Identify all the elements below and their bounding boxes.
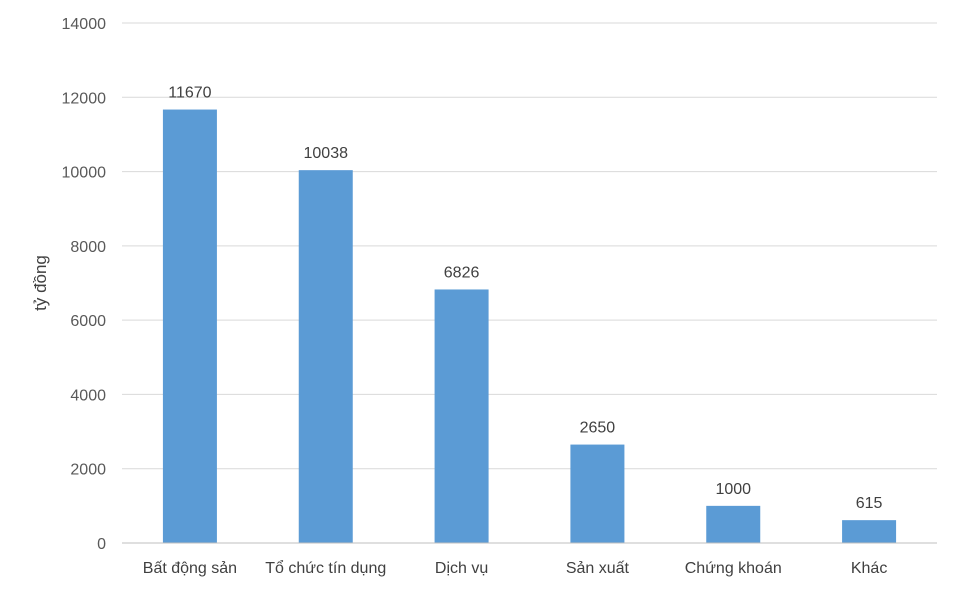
bar xyxy=(706,505,761,543)
y-tick-label: 8000 xyxy=(70,239,106,256)
y-tick-label: 4000 xyxy=(70,387,106,404)
y-tick-label: 14000 xyxy=(62,16,107,33)
bar xyxy=(842,520,897,543)
gridlines xyxy=(122,22,937,470)
data-label: 6826 xyxy=(444,264,480,281)
category-label: Chứng khoán xyxy=(685,560,782,577)
category-label: Dịch vụ xyxy=(435,560,488,577)
category-label: Khác xyxy=(851,560,887,577)
y-tick-label: 0 xyxy=(97,536,106,553)
bar xyxy=(570,444,625,543)
bar xyxy=(434,289,489,543)
data-labels: 11670 10038 6826 2650 1000 615 xyxy=(168,85,882,513)
y-tick-label: 10000 xyxy=(62,165,107,182)
data-label: 11670 xyxy=(168,85,211,102)
category-label: Sản xuất xyxy=(566,560,630,577)
category-label: Tổ chức tín dụng xyxy=(265,559,386,577)
bar xyxy=(162,109,217,544)
bar xyxy=(298,170,353,543)
y-tick-label: 6000 xyxy=(70,313,106,330)
y-tick-labels: 0 2000 4000 6000 8000 10000 12000 14000 xyxy=(62,16,107,553)
data-label: 2650 xyxy=(580,420,616,437)
data-label: 10038 xyxy=(304,145,349,162)
category-labels: Bất động sản Tổ chức tín dụng Dịch vụ Sản x… xyxy=(143,559,888,577)
y-tick-label: 2000 xyxy=(70,462,106,479)
data-label: 615 xyxy=(856,495,883,512)
category-label: Bất động sản xyxy=(143,560,237,577)
y-tick-label: 12000 xyxy=(62,90,107,107)
bars xyxy=(162,109,897,544)
data-label: 1000 xyxy=(715,481,751,498)
y-axis-label: tỷ đồng xyxy=(31,255,50,311)
